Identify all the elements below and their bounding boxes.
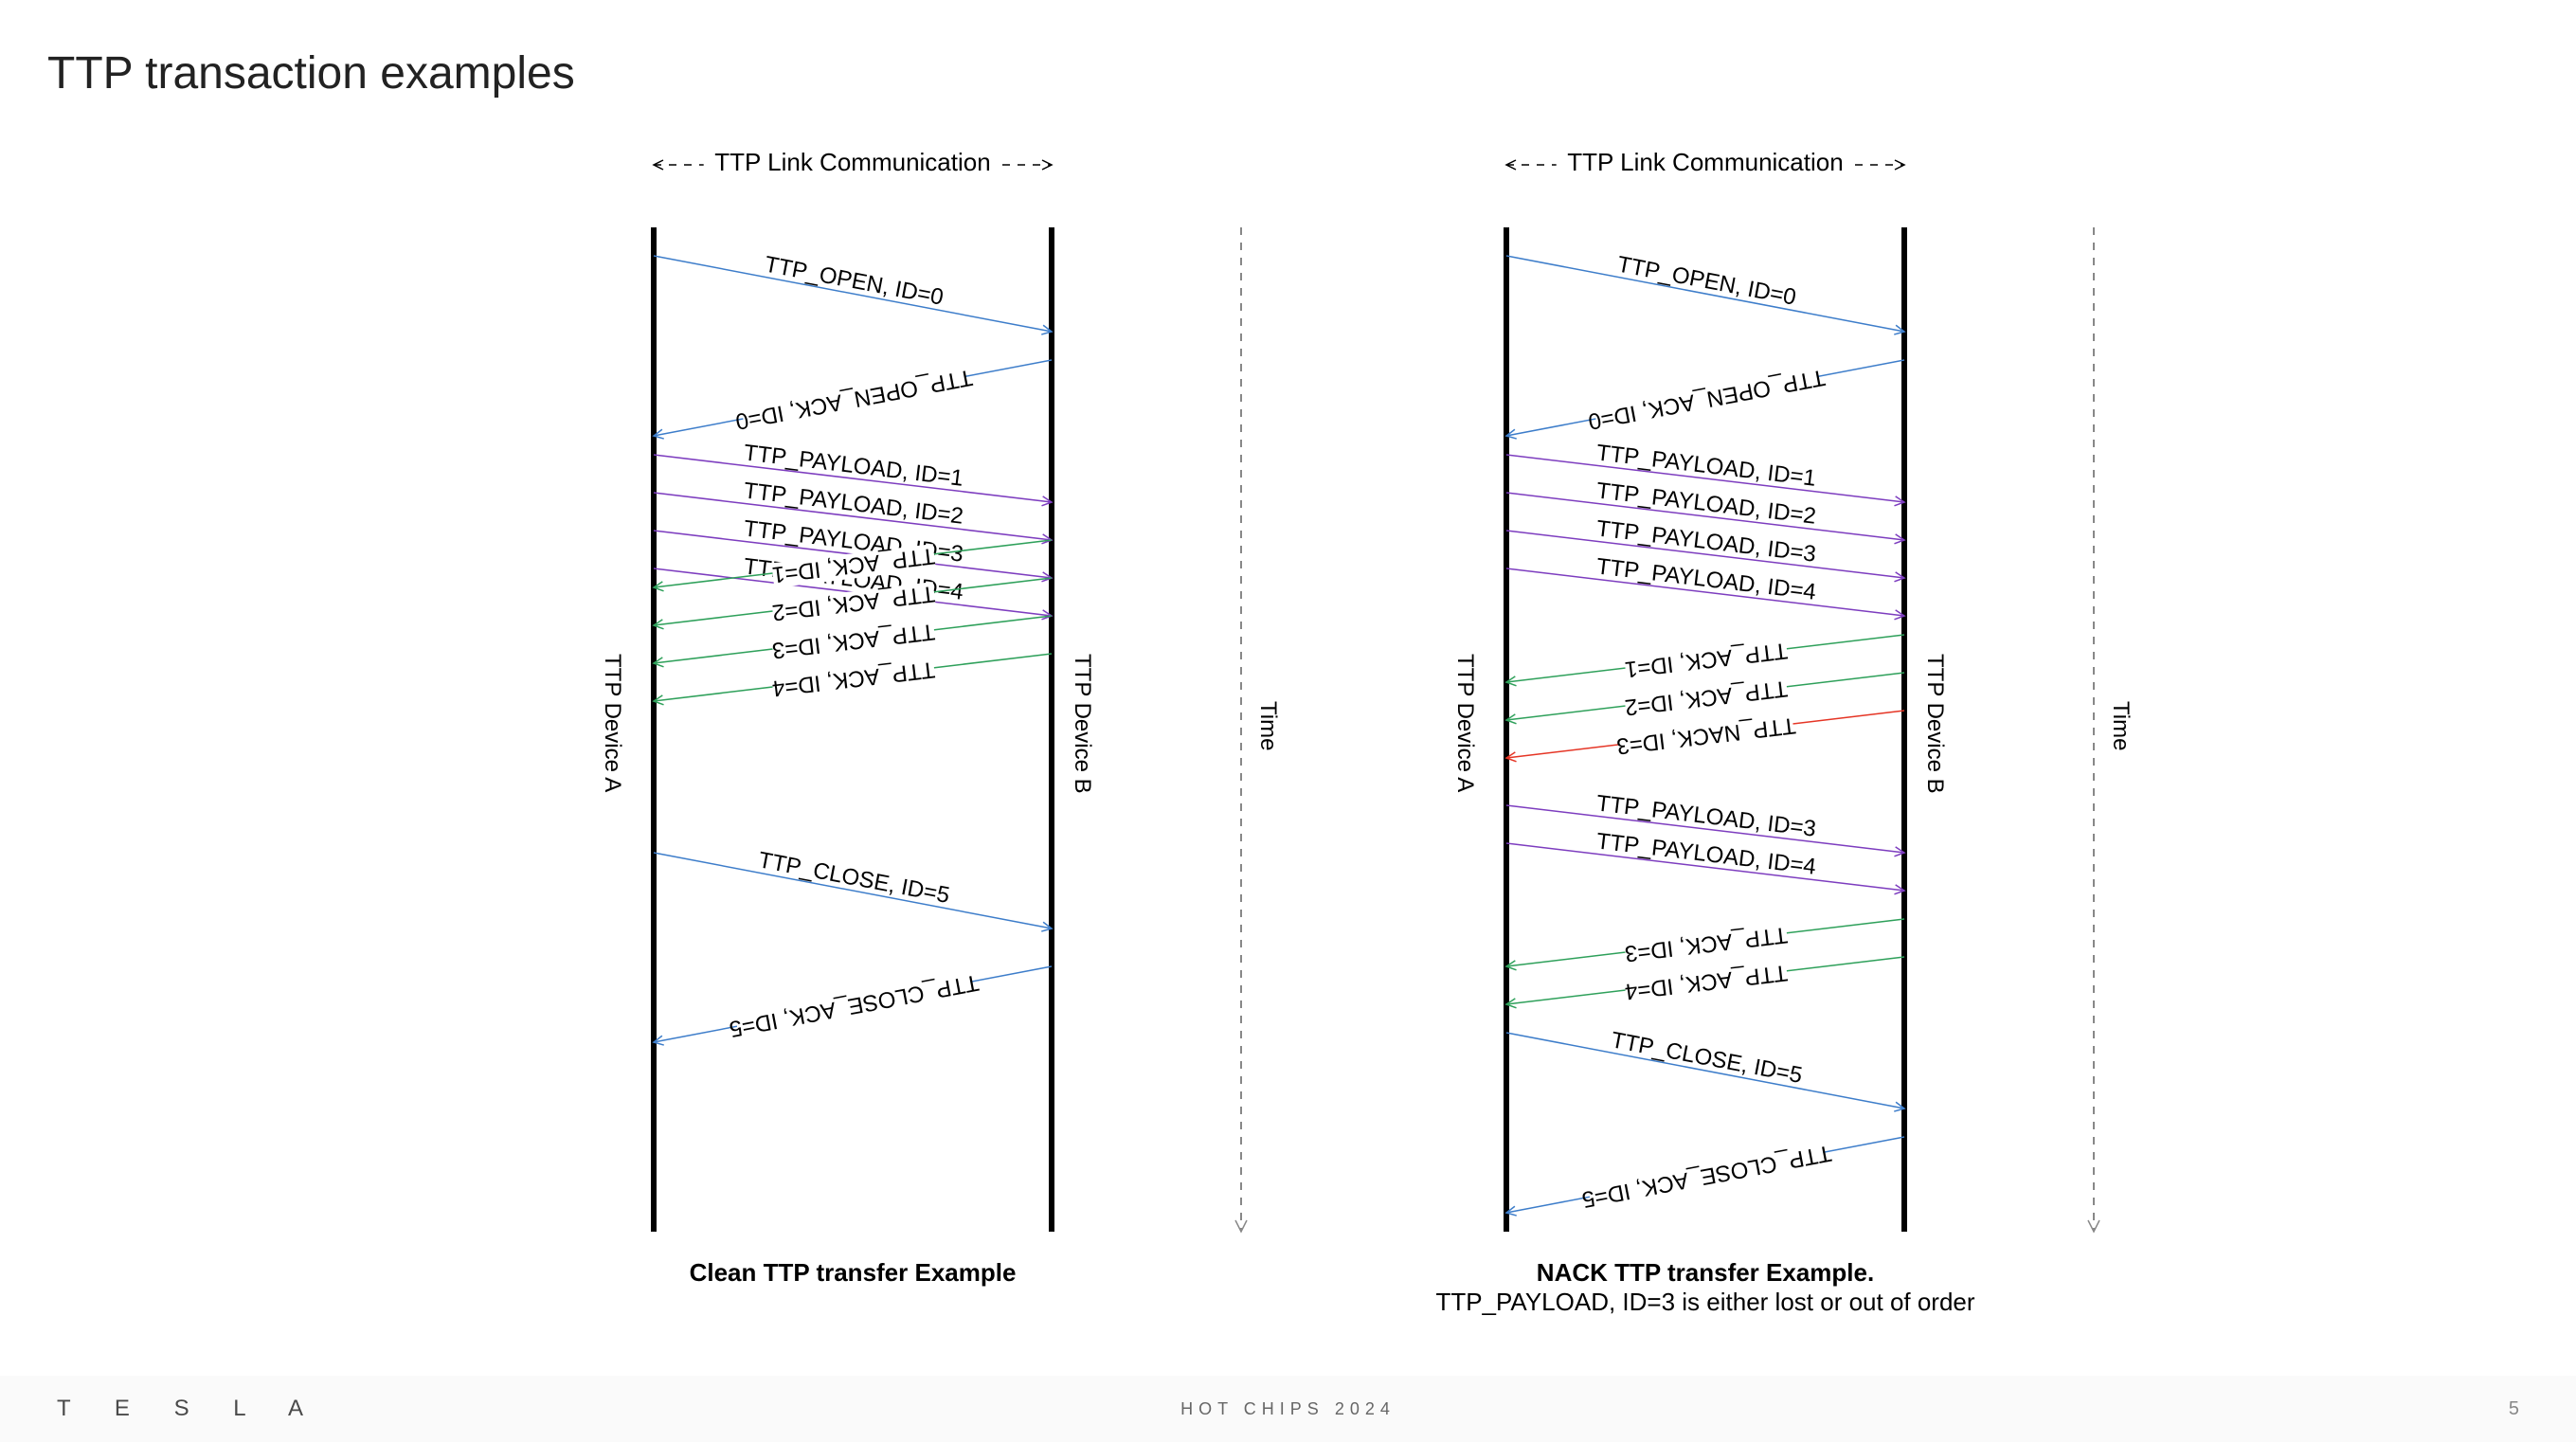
message-label: TTP_OPEN, ID=0 (1615, 251, 1798, 310)
device-b-label: TTP Device B (1069, 654, 1095, 794)
message-label: TTP_ACK, ID=1 (1624, 638, 1790, 682)
page-title: TTP transaction examples (47, 47, 575, 99)
time-axis-label: Time (1254, 701, 1281, 750)
device-a-label: TTP Device A (599, 654, 625, 792)
message-label: TTP_OPEN, ID=0 (763, 251, 946, 310)
device-b-label: TTP Device B (1921, 654, 1948, 794)
footer-conference: HOT CHIPS 2024 (1180, 1399, 1396, 1419)
message-label: TTP_ACK, ID=4 (1624, 960, 1790, 1004)
message-label: TTP_ACK, ID=3 (771, 619, 937, 663)
sequence-diagram-nack: TTP Link Communication TTP_OPEN, ID=0 TTP_… (1468, 142, 2113, 1270)
panel-caption-clean: Clean TTP transfer Example (578, 1258, 1127, 1288)
message-label: TTP_OPEN_ACK, ID=0 (1586, 364, 1828, 434)
svg-text:TTP Link Communication: TTP Link Communication (714, 148, 990, 176)
message-label: TTP_CLOSE_ACK, ID=5 (728, 969, 982, 1042)
message-label: TTP_ACK, ID=3 (1624, 922, 1790, 966)
message-label: TTP_CLOSE_ACK, ID=5 (1580, 1140, 1834, 1213)
message-label: TTP_OPEN_ACK, ID=0 (733, 364, 975, 434)
time-axis-label: Time (2107, 701, 2134, 750)
diagram-area: TTP Link Communication TTP_OPEN, ID=0 TTP_… (0, 133, 2576, 1357)
message-label: TTP_ACK, ID=4 (771, 657, 937, 701)
sequence-diagram-clean: TTP Link Communication TTP_OPEN, ID=0 TTP_… (616, 142, 1260, 1270)
device-a-label: TTP Device A (1451, 654, 1478, 792)
message-label: TTP_ACK, ID=2 (1624, 676, 1790, 720)
tesla-logo: T E S L A (57, 1396, 322, 1422)
footer: T E S L A HOT CHIPS 2024 5 (0, 1376, 2576, 1442)
svg-text:TTP Link Communication: TTP Link Communication (1567, 148, 1843, 176)
page-number: 5 (2509, 1398, 2519, 1420)
message-label: TTP_NACK, ID=3 (1615, 712, 1797, 759)
panel-caption-nack: NACK TTP transfer Example.TTP_PAYLOAD, I… (1431, 1258, 1980, 1317)
